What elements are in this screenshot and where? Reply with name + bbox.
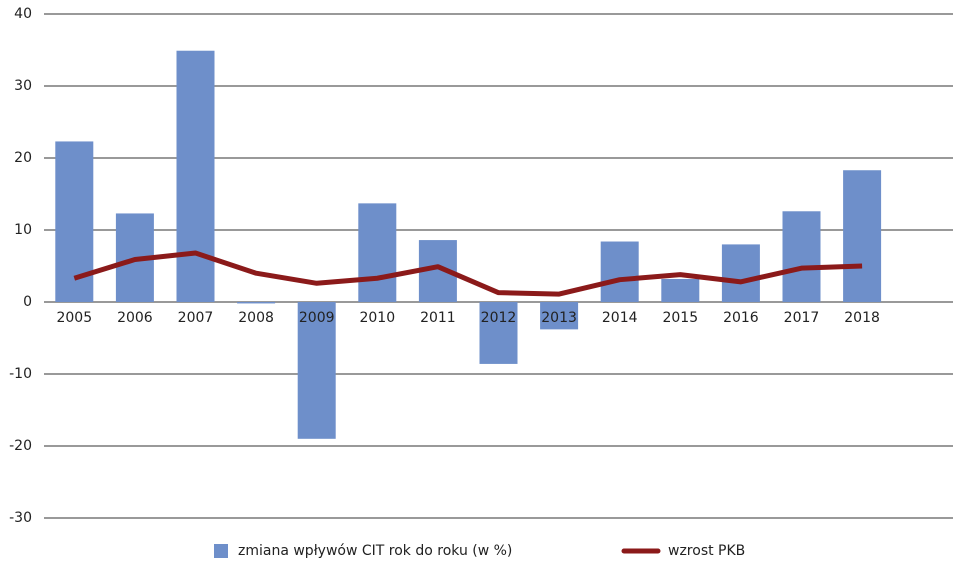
legend-swatch [214, 544, 228, 558]
x-tick-label: 2015 [662, 310, 698, 326]
x-tick-label: 2009 [299, 310, 335, 326]
legend-label: zmiana wpływów CIT rok do roku (w %) [238, 543, 512, 559]
x-tick-label: 2013 [541, 310, 577, 326]
bar [479, 302, 518, 364]
x-tick-label: 2008 [238, 310, 274, 326]
bar [600, 241, 639, 302]
y-tick-label: 0 [23, 294, 32, 310]
x-tick-label: 2014 [602, 310, 638, 326]
x-tick-label: 2006 [117, 310, 153, 326]
bar [721, 244, 760, 302]
x-tick-label: 2011 [420, 310, 456, 326]
y-tick-label: 20 [14, 150, 32, 166]
x-tick-label: 2016 [723, 310, 759, 326]
y-tick-label: 10 [14, 222, 32, 238]
bar [358, 203, 397, 302]
bar [297, 302, 336, 439]
x-tick-label: 2005 [56, 310, 92, 326]
x-tick-label: 2010 [359, 310, 395, 326]
bar [843, 170, 882, 302]
x-tick-label: 2012 [481, 310, 517, 326]
bar [237, 302, 276, 304]
x-tick-label: 2018 [844, 310, 880, 326]
line [73, 250, 863, 297]
x-tick-label: 2017 [784, 310, 820, 326]
bar [661, 278, 700, 302]
x-tick-label: 2007 [178, 310, 214, 326]
y-tick-label: -30 [9, 510, 32, 526]
bar [540, 302, 579, 330]
y-tick-label: 30 [14, 78, 32, 94]
y-tick-label: -20 [9, 438, 32, 454]
y-tick-label: -10 [9, 366, 32, 382]
bar [782, 211, 821, 302]
bar [176, 50, 215, 302]
y-tick-label: 40 [14, 6, 32, 22]
legend-label: wzrost PKB [668, 543, 745, 559]
